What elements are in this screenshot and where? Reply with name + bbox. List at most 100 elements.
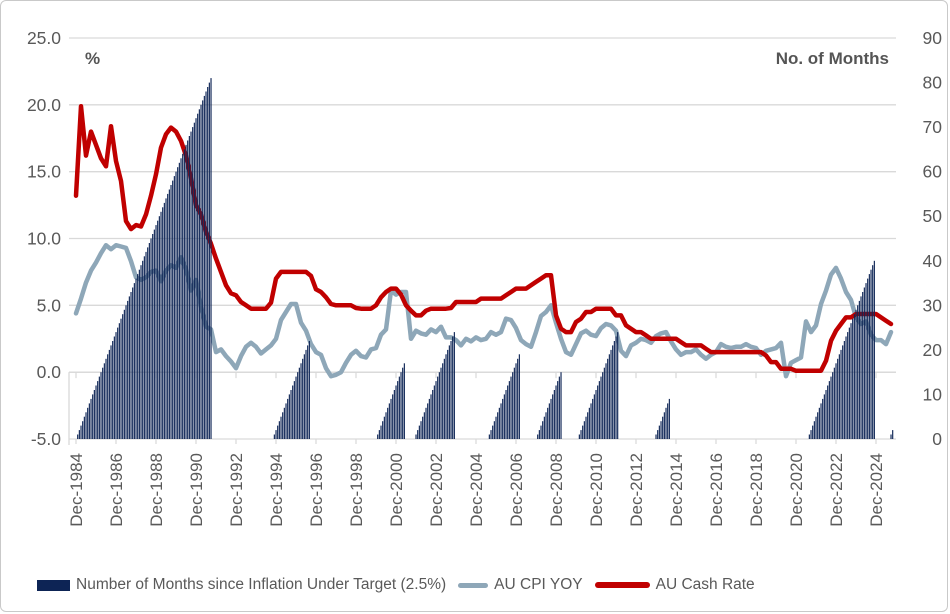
month-bar bbox=[78, 430, 80, 439]
month-bar bbox=[657, 430, 659, 439]
month-bar bbox=[378, 430, 380, 439]
legend-item-cpi: AU CPI YOY bbox=[458, 576, 583, 594]
month-bar bbox=[617, 332, 619, 439]
month-bar bbox=[108, 349, 110, 439]
right-axis-tick-label: 50 bbox=[923, 206, 943, 226]
month-bar bbox=[87, 407, 89, 439]
month-bar bbox=[122, 314, 124, 439]
month-bar bbox=[98, 376, 100, 439]
month-bar bbox=[580, 430, 582, 439]
x-axis-tick-label: Dec-1990 bbox=[187, 453, 206, 527]
month-bar bbox=[660, 421, 662, 439]
month-bar bbox=[133, 283, 135, 439]
month-bar bbox=[210, 78, 212, 439]
month-bar bbox=[425, 407, 427, 439]
month-bar bbox=[540, 425, 542, 439]
month-bar bbox=[128, 296, 130, 439]
legend-label-cpi: AU CPI YOY bbox=[494, 576, 583, 593]
month-bar bbox=[610, 349, 612, 439]
month-bar bbox=[168, 189, 170, 439]
month-bar bbox=[845, 336, 847, 439]
month-bar bbox=[867, 278, 869, 439]
month-bar bbox=[612, 345, 614, 439]
month-bar bbox=[278, 421, 280, 439]
month-bar bbox=[837, 358, 839, 439]
month-bar bbox=[148, 243, 150, 439]
month-bar bbox=[382, 421, 384, 439]
month-bar bbox=[547, 407, 549, 439]
month-bar bbox=[853, 314, 855, 439]
month-bar bbox=[667, 403, 669, 439]
month-bar bbox=[93, 390, 95, 439]
month-bar bbox=[613, 341, 615, 439]
month-bar bbox=[578, 434, 580, 439]
month-bar bbox=[183, 149, 185, 439]
right-axis-ticks: 90 80 70 60 50 40 30 20 10 0 bbox=[923, 28, 943, 449]
month-bar bbox=[600, 376, 602, 439]
month-bar bbox=[103, 363, 105, 439]
month-bar bbox=[597, 385, 599, 439]
month-bar bbox=[492, 425, 494, 439]
x-axis-tick-label: Dec-2018 bbox=[747, 453, 766, 527]
month-bar bbox=[182, 153, 184, 440]
month-bar bbox=[503, 394, 505, 439]
month-bar bbox=[397, 381, 399, 439]
right-axis-tick-label: 10 bbox=[923, 384, 943, 404]
x-axis-tick-label: Dec-2008 bbox=[547, 453, 566, 527]
month-bar bbox=[417, 430, 419, 439]
month-bar bbox=[95, 385, 97, 439]
month-bar bbox=[453, 332, 455, 439]
month-bar bbox=[190, 131, 192, 439]
cash-rate-line-swatch bbox=[594, 582, 650, 588]
left-axis-tick-label: 15.0 bbox=[27, 162, 61, 182]
month-bar bbox=[197, 113, 199, 439]
month-bar bbox=[872, 265, 874, 439]
month-bar bbox=[595, 390, 597, 439]
month-bar bbox=[380, 425, 382, 439]
month-bar bbox=[130, 292, 132, 439]
month-bar bbox=[818, 407, 820, 439]
cpi-line-swatch bbox=[458, 582, 489, 588]
month-bar bbox=[285, 403, 287, 439]
month-bar bbox=[892, 430, 894, 439]
month-bar bbox=[603, 367, 605, 439]
month-bar bbox=[813, 421, 815, 439]
month-bar bbox=[300, 363, 302, 439]
month-bar bbox=[155, 225, 157, 439]
month-bar bbox=[165, 198, 167, 439]
month-bar bbox=[508, 381, 510, 439]
month-bar bbox=[517, 358, 519, 439]
month-bar bbox=[177, 167, 179, 439]
month-bar bbox=[668, 398, 670, 439]
month-bar bbox=[127, 300, 129, 439]
month-bar bbox=[598, 381, 600, 439]
x-axis-tick-label: Dec-1994 bbox=[267, 453, 286, 527]
month-bar bbox=[143, 256, 145, 439]
x-axis-tick-label: Dec-2000 bbox=[387, 453, 406, 527]
month-bar bbox=[145, 251, 147, 439]
month-bar bbox=[848, 327, 850, 439]
month-bar bbox=[583, 421, 585, 439]
month-bar bbox=[383, 416, 385, 439]
month-bar bbox=[195, 118, 197, 439]
month-bar bbox=[588, 407, 590, 439]
month-bar bbox=[498, 407, 500, 439]
month-bar bbox=[868, 274, 870, 439]
right-axis-tick-label: 70 bbox=[923, 117, 943, 137]
x-axis-tick-label: Dec-1986 bbox=[107, 453, 126, 527]
months-under-target-bars bbox=[77, 78, 894, 440]
month-bar bbox=[822, 398, 824, 439]
month-bar bbox=[178, 162, 180, 440]
month-bar bbox=[587, 412, 589, 439]
x-axis-tick-label: Dec-2016 bbox=[707, 453, 726, 527]
month-bar bbox=[855, 309, 857, 439]
month-bar bbox=[655, 434, 657, 439]
month-bar bbox=[172, 180, 174, 439]
month-bar bbox=[440, 367, 442, 439]
month-bar bbox=[307, 345, 309, 439]
right-axis-tick-label: 90 bbox=[923, 28, 943, 48]
month-bar bbox=[123, 309, 125, 439]
month-bar bbox=[188, 136, 190, 439]
month-bar bbox=[158, 216, 160, 439]
month-bar bbox=[287, 398, 289, 439]
